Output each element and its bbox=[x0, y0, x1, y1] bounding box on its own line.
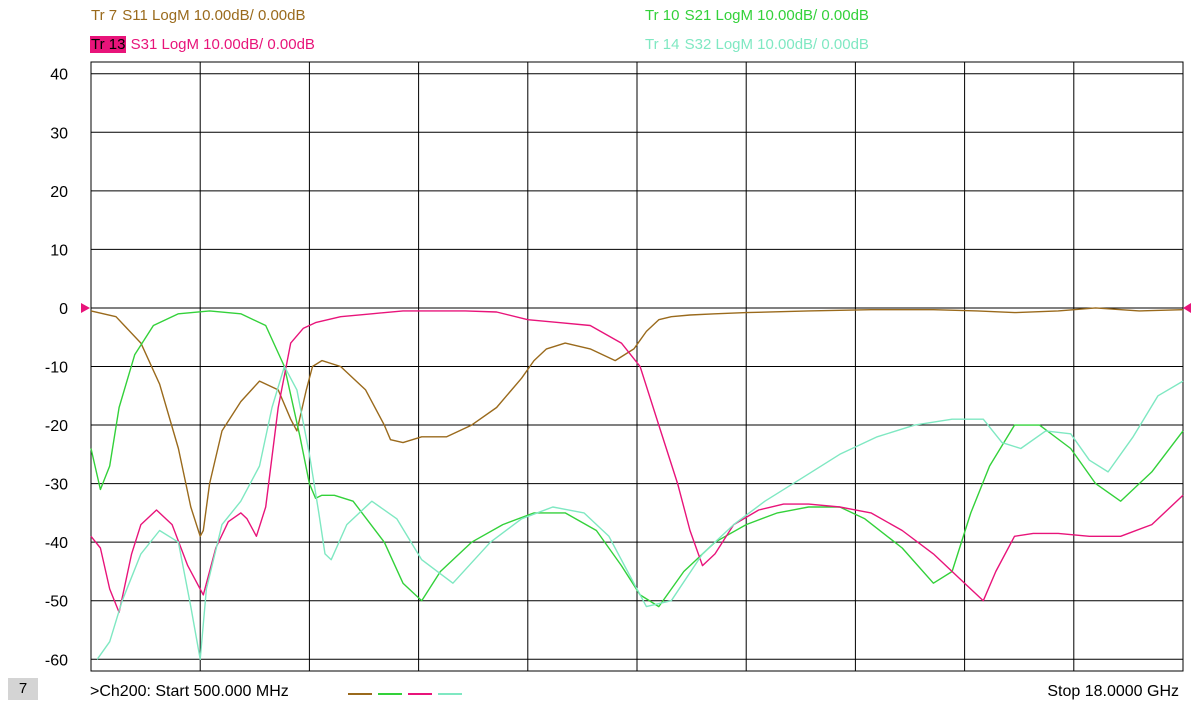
trace-swatch-tr10 bbox=[378, 693, 402, 695]
reference-marker-right bbox=[1183, 302, 1191, 313]
start-frequency[interactable]: >Ch200: Start 500.000 MHz bbox=[90, 683, 289, 700]
trace-line-tr14 bbox=[96, 365, 1184, 660]
y-tick-label: -40 bbox=[45, 535, 68, 552]
active-trace-badge: Tr 13 bbox=[90, 36, 127, 53]
y-tick-label: 0 bbox=[59, 301, 68, 318]
y-axis-ticks: 40 30 20 10 0 -10 -20 -30 -40 -50 -60 bbox=[45, 67, 68, 670]
trace-color-legend bbox=[348, 693, 468, 711]
y-tick-label: 10 bbox=[50, 242, 68, 259]
trace-line-tr7 bbox=[90, 307, 1184, 537]
trace-label-tr13[interactable]: Tr 13 S31 LogM 10.00dB/ 0.00dB bbox=[90, 36, 315, 54]
trace-badge: Tr 7 bbox=[91, 7, 118, 24]
y-tick-label: -10 bbox=[45, 360, 68, 377]
y-tick-label: -20 bbox=[45, 418, 68, 435]
trace-lines bbox=[90, 307, 1184, 660]
trace-swatch-tr7 bbox=[348, 693, 372, 695]
trace-description: S32 LogM 10.00dB/ 0.00dB bbox=[684, 36, 869, 53]
trace-label-tr14[interactable]: Tr 14 S32 LogM 10.00dB/ 0.00dB bbox=[644, 36, 869, 54]
channel-number-button[interactable]: 7 bbox=[8, 678, 38, 700]
plot-grid bbox=[90, 61, 1184, 672]
stop-frequency[interactable]: Stop 18.0000 GHz bbox=[1047, 683, 1179, 700]
reference-level-markers[interactable] bbox=[81, 302, 1191, 313]
trace-line-tr13 bbox=[90, 310, 1184, 614]
y-tick-label: 20 bbox=[50, 184, 68, 201]
channel-status-bar: 7 >Ch200: Start 500.000 MHz Stop 18.0000… bbox=[0, 676, 1191, 705]
reference-marker-left bbox=[81, 302, 90, 313]
trace-badge: Tr 14 bbox=[645, 36, 680, 53]
trace-label-tr7[interactable]: Tr 7 S11 LogM 10.00dB/ 0.00dB bbox=[90, 7, 306, 25]
trace-description: S11 LogM 10.00dB/ 0.00dB bbox=[122, 7, 306, 24]
trace-description: S31 LogM 10.00dB/ 0.00dB bbox=[130, 36, 315, 53]
trace-badge: Tr 10 bbox=[645, 7, 680, 24]
trace-label-tr10[interactable]: Tr 10 S21 LogM 10.00dB/ 0.00dB bbox=[644, 7, 869, 25]
y-tick-label: 40 bbox=[50, 67, 68, 84]
trace-line-tr10 bbox=[90, 310, 1184, 608]
trace-description: S21 LogM 10.00dB/ 0.00dB bbox=[684, 7, 869, 24]
trace-swatch-tr14 bbox=[438, 693, 462, 695]
y-tick-label: -30 bbox=[45, 477, 68, 494]
y-tick-label: -50 bbox=[45, 594, 68, 611]
trace-plot[interactable]: 40 30 20 10 0 -10 -20 -30 -40 -50 -60 bbox=[0, 0, 1191, 676]
y-tick-label: -60 bbox=[45, 652, 68, 669]
y-tick-label: 30 bbox=[50, 125, 68, 142]
trace-swatch-tr13 bbox=[408, 693, 432, 695]
